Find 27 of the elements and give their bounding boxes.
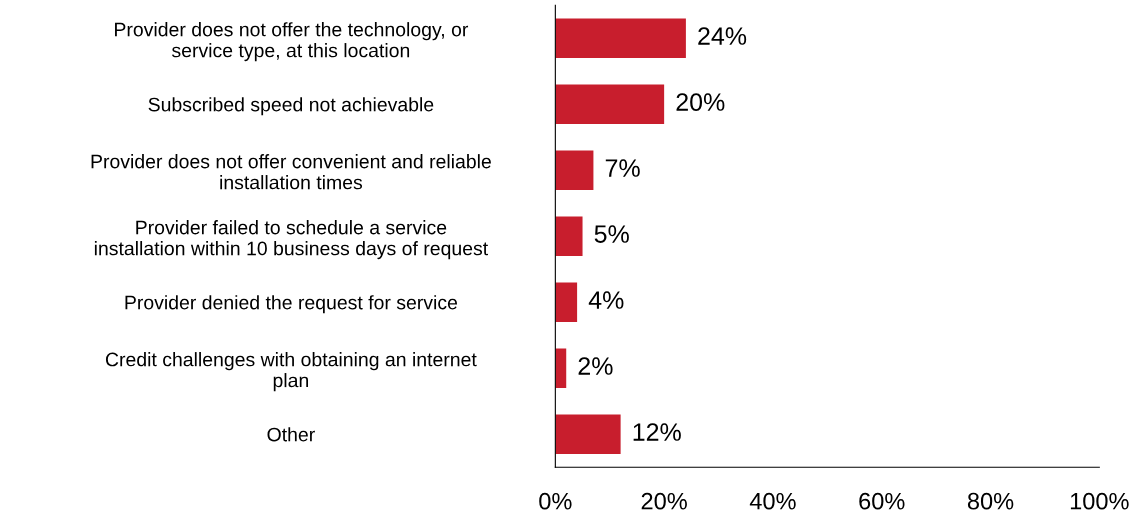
data-label: 12% [633,423,681,441]
y-tick-label: Provider denied the request for service [125,295,458,314]
data-label: 2% [578,357,613,375]
bar [555,348,567,388]
bar [555,84,665,125]
bar [555,414,621,454]
x-tick-label: 100% [1070,492,1129,510]
y-tick-label: Subscribed speed not achievable [148,97,434,116]
bar [555,150,594,191]
y-tick-label: Provider failed to schedule a service installation within 10 business days of request [94,220,489,260]
x-tick-label: 80% [967,492,1014,510]
x-tick-label: 60% [859,492,905,510]
y-tick-label: Other [267,427,315,442]
data-label: 7% [605,159,640,177]
x-tick-label: 0% [539,492,572,510]
y-tick-label: Provider does not offer convenient and reliable installation times [91,154,491,190]
x-tick-label: 20% [641,492,687,510]
y-tick-label: Provider does not offer the technology, or service type, at this location [115,22,469,62]
x-tick-label: 40% [749,492,796,510]
data-label: 20% [676,93,725,111]
bar [555,18,686,59]
data-label: 4% [588,291,624,309]
data-label: 5% [594,225,629,243]
y-tick-label: Credit challenges with obtaining an internet plan [105,352,477,392]
bar [555,216,583,256]
bar [555,282,578,322]
data-label: 24% [698,27,747,45]
